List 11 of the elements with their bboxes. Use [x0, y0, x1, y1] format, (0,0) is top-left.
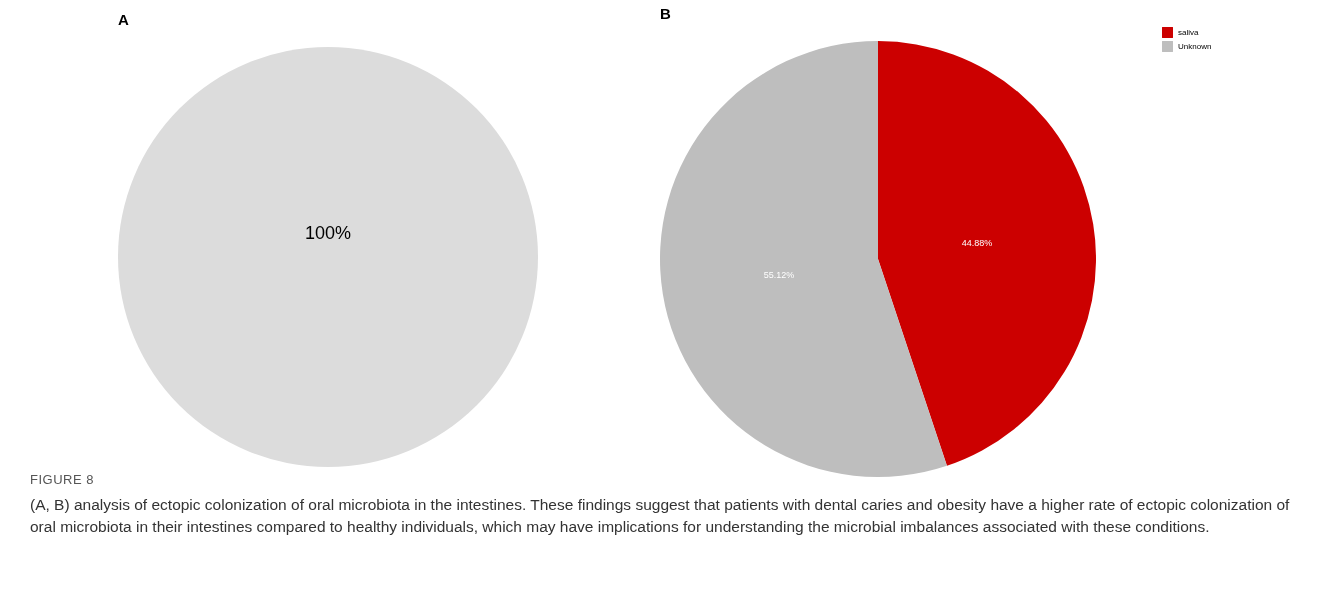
- chart-title: A: [118, 11, 129, 28]
- legend-label: Unknown: [1178, 41, 1212, 51]
- legend-label: saliva: [1178, 27, 1199, 37]
- text: FIGURE 8: [30, 472, 94, 487]
- data-label: 55.12%: [763, 270, 795, 281]
- chart-title: B: [660, 5, 671, 22]
- pie-slice: [660, 41, 947, 477]
- pie-slice: [878, 41, 1096, 466]
- text: (A, B) analysis of ectopic colonization of oral microbiota in the intestines. These findings suggest that patients with dental caries and obesity have a higher rate of ectopic colonization of oral microbiota in their intestines compared to healthy individuals, which may have implications for understanding the microbial imbalances associated with these conditions.: [30, 495, 1291, 537]
- data-label: 100%: [304, 223, 352, 243]
- data-label: 44.88%: [961, 237, 993, 248]
